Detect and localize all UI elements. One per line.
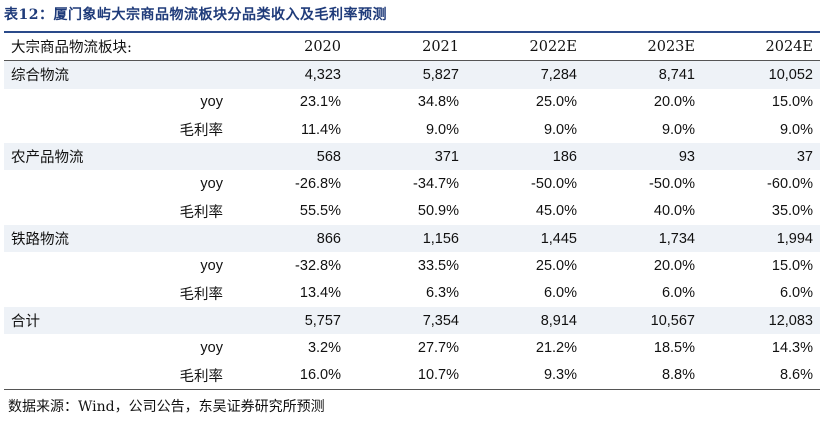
table-cell: 1,445	[466, 225, 584, 253]
table-cell: 13.4%	[299, 285, 341, 302]
table-cell: 3.2%	[307, 339, 341, 356]
table-cell: 16.0%	[230, 361, 348, 390]
table-cell: 6.0%	[661, 285, 695, 302]
table-cell: 37	[702, 143, 820, 171]
margin-label: 毛利率	[179, 204, 224, 221]
source-note: 数据来源：Wind，公司公告，东吴证券研究所预测	[8, 399, 325, 415]
table-row: 铁路物流 866 1,156 1,445 1,734 1,994	[4, 225, 820, 253]
table-cell: 9.3%	[466, 361, 584, 390]
title-rule	[4, 31, 820, 33]
table-cell: 8,914	[466, 306, 584, 335]
table-cell: -32.8%	[295, 258, 341, 275]
table-cell: 40.0%	[653, 203, 695, 220]
segment-label: 铁路物流	[4, 225, 230, 253]
margin-label: 毛利率	[179, 286, 224, 303]
segment-label: 综合物流	[4, 60, 230, 89]
table-row: 综合物流 4,323 5,827 7,284 8,741 10,052	[4, 60, 820, 89]
table-cell: 9.0%	[543, 121, 577, 138]
header-label: 大宗商品物流板块:	[4, 33, 230, 62]
header-year: 2024E	[702, 33, 820, 62]
header-year: 2022E	[466, 33, 584, 62]
table-row: 毛利率 55.5% 50.9% 45.0% 40.0% 35.0%	[4, 198, 820, 225]
table-cell: 10,052	[702, 60, 820, 89]
table-cell: 21.2%	[535, 339, 577, 356]
table-cell: 9.0%	[779, 121, 813, 138]
table-cell: 568	[230, 143, 348, 171]
table-cell: -50.0%	[649, 176, 695, 193]
table-cell: 7,354	[348, 306, 466, 335]
table-cell: 93	[584, 143, 702, 171]
segment-label: 农产品物流	[4, 143, 230, 171]
table-cell: 9.0%	[425, 121, 459, 138]
table-cell: 9.0%	[661, 121, 695, 138]
table-row: 毛利率 13.4% 6.3% 6.0% 6.0% 6.0%	[4, 280, 820, 307]
table-cell: 186	[466, 143, 584, 171]
table-cell: -50.0%	[531, 176, 577, 193]
margin-label: 毛利率	[4, 361, 230, 390]
table-cell: 27.7%	[417, 339, 459, 356]
table-cell: 35.0%	[771, 203, 813, 220]
table-cell: 8.6%	[702, 361, 820, 390]
yoy-label: yoy	[200, 339, 223, 356]
table-body: 综合物流 4,323 5,827 7,284 8,741 10,052 yoy 23.1% 34…	[4, 60, 820, 390]
table-cell: 7,284	[466, 60, 584, 89]
table-cell: 20.0%	[653, 258, 695, 275]
table-row: yoy 23.1% 34.8% 25.0% 20.0% 15.0%	[4, 89, 820, 116]
table-cell: 15.0%	[771, 94, 813, 111]
table-cell: 371	[348, 143, 466, 171]
table-row: 农产品物流 568 371 186 93 37	[4, 143, 820, 171]
table-cell: 12,083	[702, 306, 820, 335]
table-cell: 14.3%	[771, 339, 813, 356]
table-cell: 33.5%	[417, 258, 459, 275]
table-cell: 1,734	[584, 225, 702, 253]
table-row: 毛利率 11.4% 9.0% 9.0% 9.0% 9.0%	[4, 116, 820, 143]
table-cell: 55.5%	[299, 203, 341, 220]
table-cell: 866	[230, 225, 348, 253]
table-cell: 6.3%	[425, 285, 459, 302]
table-cell: 10,567	[584, 306, 702, 335]
table-row: yoy 3.2% 27.7% 21.2% 18.5% 14.3%	[4, 334, 820, 361]
table-cell: 50.9%	[417, 203, 459, 220]
table-cell: 6.0%	[779, 285, 813, 302]
header-year: 2023E	[584, 33, 702, 62]
table-cell: 34.8%	[417, 94, 459, 111]
table-cell: 23.1%	[299, 94, 341, 111]
segment-label: 合计	[4, 306, 230, 335]
yoy-label: yoy	[200, 94, 223, 111]
table-cell: 8,741	[584, 60, 702, 89]
table-row: 合计 5,757 7,354 8,914 10,567 12,083	[4, 306, 820, 335]
table-row: 毛利率 16.0% 10.7% 9.3% 8.8% 8.6%	[4, 361, 820, 390]
table-cell: 5,827	[348, 60, 466, 89]
margin-label: 毛利率	[179, 123, 224, 140]
table-cell: 18.5%	[653, 339, 695, 356]
header-year: 2021	[348, 33, 466, 62]
header-year: 2020	[230, 33, 348, 62]
yoy-label: yoy	[200, 258, 223, 275]
table-cell: 5,757	[230, 306, 348, 335]
table-cell: 4,323	[230, 60, 348, 89]
table-cell: 25.0%	[535, 258, 577, 275]
table-cell: 45.0%	[535, 203, 577, 220]
table-row: yoy -26.8% -34.7% -50.0% -50.0% -60.0%	[4, 170, 820, 197]
table-cell: 10.7%	[348, 361, 466, 390]
table-row: yoy -32.8% 33.5% 25.0% 20.0% 15.0%	[4, 252, 820, 279]
yoy-label: yoy	[200, 176, 223, 193]
table-cell: 8.8%	[584, 361, 702, 390]
forecast-table: 大宗商品物流板块: 2020 2021 2022E 2023E 2024E 综合…	[4, 33, 820, 390]
table-cell: -34.7%	[413, 176, 459, 193]
table-cell: 1,994	[702, 225, 820, 253]
table-cell: 11.4%	[300, 121, 341, 138]
table-title: 表12：厦门象屿大宗商品物流板块分品类收入及毛利率预测	[4, 7, 387, 23]
table-cell: 25.0%	[535, 94, 577, 111]
header-row: 大宗商品物流板块: 2020 2021 2022E 2023E 2024E	[4, 33, 820, 62]
table-cell: -60.0%	[767, 176, 813, 193]
table-cell: 1,156	[348, 225, 466, 253]
table-cell: 20.0%	[653, 94, 695, 111]
table-cell: -26.8%	[295, 176, 341, 193]
table-cell: 6.0%	[543, 285, 577, 302]
table-cell: 15.0%	[771, 258, 813, 275]
